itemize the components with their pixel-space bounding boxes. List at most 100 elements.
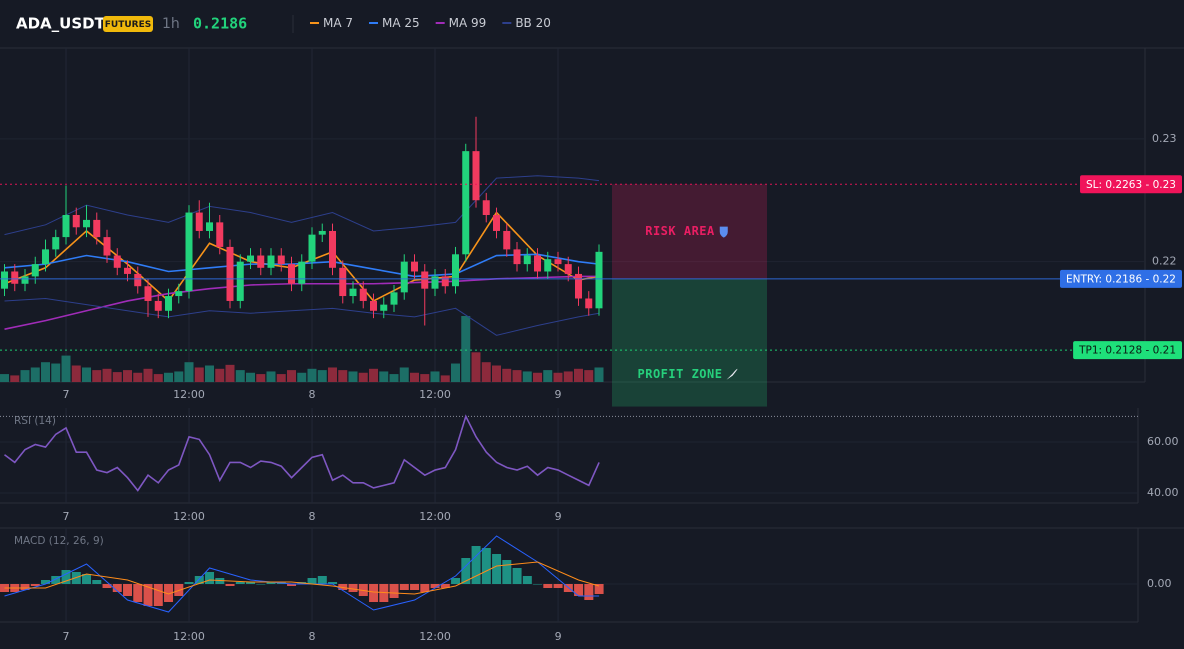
level-label-bg xyxy=(1059,269,1182,288)
candle-body xyxy=(52,237,60,250)
candle-body xyxy=(62,215,70,238)
volume-bar xyxy=(420,374,430,382)
macd-histogram-bar xyxy=(461,558,471,584)
overlay-line xyxy=(4,297,600,336)
y-tick-label: 0.23 xyxy=(1152,132,1177,145)
last-price: 0.2186 xyxy=(193,15,247,33)
volume-bar xyxy=(256,374,266,382)
candle-body xyxy=(421,271,429,289)
volume-bar xyxy=(584,370,594,382)
zone xyxy=(612,184,767,279)
volume-bar xyxy=(174,371,184,382)
macd-histogram-bar xyxy=(553,584,563,588)
legend-label: MA 99 xyxy=(449,16,487,30)
candle-body xyxy=(144,286,152,301)
candle-body xyxy=(451,254,459,287)
volume-bar xyxy=(92,370,102,382)
macd-histogram-bar xyxy=(41,580,51,584)
signal-line xyxy=(4,561,600,595)
volume-bar xyxy=(41,362,51,382)
candle-body xyxy=(175,291,183,297)
volume-bar xyxy=(246,372,256,382)
volume-bar xyxy=(553,372,563,382)
panel-title: MACD (12, 26, 9) xyxy=(14,535,104,547)
macd-histogram-bar xyxy=(471,546,481,584)
volume-bar xyxy=(82,367,92,382)
x-tick-label: 7 xyxy=(63,510,70,523)
candle-body xyxy=(585,298,593,309)
macd-histogram-bar xyxy=(512,568,522,584)
rocket-icon xyxy=(726,368,738,380)
candle-body xyxy=(554,259,562,265)
macd-histogram-bar xyxy=(389,584,399,598)
candle-body xyxy=(329,230,337,268)
candle-body xyxy=(574,273,582,299)
volume-bar xyxy=(0,374,10,382)
candle-body xyxy=(308,234,316,262)
shield-icon xyxy=(719,226,728,238)
candle-body xyxy=(595,251,603,309)
level-label: ENTRY: 0.2186 - 0.22 xyxy=(1066,273,1176,285)
macd-histogram-bar xyxy=(153,584,163,606)
macd-histogram-bar xyxy=(112,584,122,592)
candle-body xyxy=(216,222,224,247)
legend-label: BB 20 xyxy=(515,16,551,30)
volume-bar xyxy=(563,371,573,382)
candle-body xyxy=(523,255,531,265)
macd-histogram-bar xyxy=(440,584,450,588)
x-tick-label: 12:00 xyxy=(419,388,451,401)
candle-body xyxy=(1,271,9,289)
volume-bar xyxy=(481,362,491,382)
macd-histogram-bar xyxy=(399,584,409,590)
macd-histogram-bar xyxy=(225,584,235,586)
candle-body xyxy=(503,230,511,250)
candle-body xyxy=(492,215,500,231)
candle-body xyxy=(400,261,408,293)
macd-histogram-bar xyxy=(82,574,92,584)
candle-body xyxy=(544,259,552,272)
volume-bar xyxy=(399,367,409,382)
zone-label: RISK AREA xyxy=(645,224,715,238)
macd-histogram-bar xyxy=(492,554,502,584)
volume-bar xyxy=(235,370,245,382)
macd-histogram-bar xyxy=(328,582,338,584)
candle-body xyxy=(21,276,29,284)
candle-body xyxy=(411,261,419,272)
plot: RISK AREA PROFIT ZONE SL: 0.2263 - 0.23 ENT… xyxy=(0,116,1182,613)
zone-label: PROFIT ZONE xyxy=(638,367,723,381)
legend-label: MA 7 xyxy=(323,16,353,30)
symbol: ADA_USDT xyxy=(16,15,106,33)
candle-body xyxy=(42,249,50,265)
volume-bar xyxy=(102,368,112,382)
candle-body xyxy=(236,261,244,301)
badge: FUTURES xyxy=(105,20,151,30)
candle-body xyxy=(390,292,398,305)
interval: 1h xyxy=(162,16,180,32)
candle-body xyxy=(462,151,470,255)
rsi-line xyxy=(4,414,600,492)
legend: MA 7 MA 25 MA 99 BB 20 xyxy=(310,16,551,30)
candle-body xyxy=(93,219,101,238)
macd-histogram-bar xyxy=(307,578,317,584)
macd-histogram-bar xyxy=(51,576,61,584)
x-tick-label: 12:00 xyxy=(419,630,451,643)
volume-bar xyxy=(297,372,307,382)
macd-histogram-bar xyxy=(410,584,420,590)
macd-histogram-bar xyxy=(430,584,440,588)
macd-histogram-bar xyxy=(502,560,512,584)
volume-bar xyxy=(348,371,358,382)
macd-histogram-bar xyxy=(246,582,256,584)
macd-histogram-bar xyxy=(235,582,245,584)
macd-histogram-bar xyxy=(266,582,276,584)
x-tick-label: 12:00 xyxy=(173,388,205,401)
candle-body xyxy=(113,255,121,268)
x-tick-label: 8 xyxy=(309,388,316,401)
macd-histogram-bar xyxy=(256,584,266,585)
macd-histogram-bar xyxy=(420,584,430,592)
volume-bar xyxy=(215,368,225,382)
candle-body xyxy=(195,212,203,231)
x-tick-label: 12:00 xyxy=(419,510,451,523)
x-tick-label: 8 xyxy=(309,510,316,523)
volume-bar xyxy=(164,372,174,382)
